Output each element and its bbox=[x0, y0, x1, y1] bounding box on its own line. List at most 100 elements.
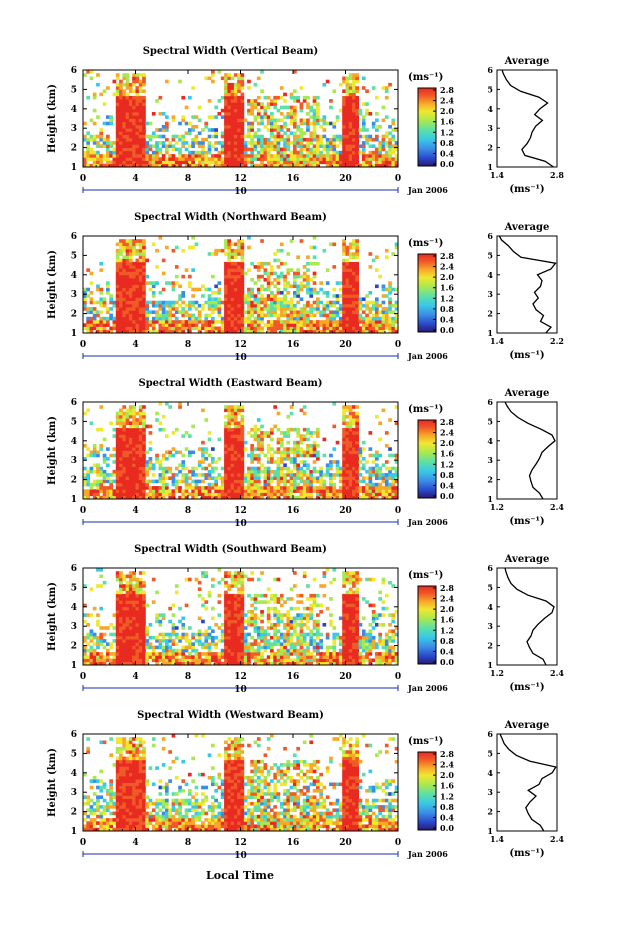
heatmap-cell bbox=[286, 304, 290, 308]
heatmap-cell bbox=[145, 154, 149, 158]
heatmap-cell bbox=[244, 476, 248, 480]
heatmap-cell bbox=[155, 454, 159, 458]
heatmap-cell bbox=[113, 493, 117, 497]
heatmap-cell bbox=[122, 623, 126, 627]
heatmap-cell bbox=[113, 470, 117, 474]
heatmap-cell bbox=[342, 301, 346, 305]
heatmap-cell bbox=[283, 314, 287, 318]
heatmap-cell bbox=[201, 304, 205, 308]
heatmap-cell bbox=[113, 151, 117, 155]
heatmap-cell bbox=[99, 291, 103, 295]
heatmap-cell bbox=[116, 243, 120, 247]
heatmap-cell bbox=[234, 454, 238, 458]
heatmap-cell bbox=[139, 434, 143, 438]
y-tick-label: 2 bbox=[71, 144, 77, 154]
heatmap-cell bbox=[119, 483, 123, 487]
heatmap-cell bbox=[152, 243, 156, 247]
heatmap-cell bbox=[391, 473, 395, 477]
heatmap-cell bbox=[257, 438, 261, 442]
heatmap-cell bbox=[139, 480, 143, 484]
heatmap-cell bbox=[126, 444, 130, 448]
heatmap-cell bbox=[355, 148, 359, 152]
heatmap-cell bbox=[142, 102, 146, 106]
heatmap-cell bbox=[126, 486, 130, 490]
heatmap-cell bbox=[267, 275, 271, 279]
heatmap-cell bbox=[126, 93, 130, 97]
heatmap-cell bbox=[342, 460, 346, 464]
heatmap-cell bbox=[234, 441, 238, 445]
heatmap-cell bbox=[349, 470, 353, 474]
heatmap-cell bbox=[132, 141, 136, 145]
heatmap-cell bbox=[342, 412, 346, 416]
heatmap-cell bbox=[211, 327, 215, 331]
heatmap-cell bbox=[178, 451, 182, 455]
heatmap-cell bbox=[129, 83, 133, 87]
heatmap-cell bbox=[241, 418, 245, 422]
heatmap-cell bbox=[86, 327, 90, 331]
heatmap-cell bbox=[227, 288, 231, 292]
heatmap-cell bbox=[283, 262, 287, 266]
heatmap-cell bbox=[388, 161, 392, 165]
heatmap-cell bbox=[129, 457, 133, 461]
heatmap-cell bbox=[332, 138, 336, 142]
heatmap-cell bbox=[362, 317, 366, 321]
heatmap-cell bbox=[342, 278, 346, 282]
heatmap-cell bbox=[391, 483, 395, 487]
heatmap-cell bbox=[204, 314, 208, 318]
heatmap-cell bbox=[126, 463, 130, 467]
heatmap-cell bbox=[132, 418, 136, 422]
heatmap-cell bbox=[362, 297, 366, 301]
heatmap-cell bbox=[231, 93, 235, 97]
heatmap-cell bbox=[132, 610, 136, 614]
heatmap-cell bbox=[119, 148, 123, 152]
heatmap-cell bbox=[139, 255, 143, 259]
heatmap-cell bbox=[149, 467, 153, 471]
heatmap-cell bbox=[136, 470, 140, 474]
heatmap-cell bbox=[113, 613, 117, 617]
heatmap-cell bbox=[277, 157, 281, 161]
heatmap-cell bbox=[352, 412, 356, 416]
heatmap-cell bbox=[129, 320, 133, 324]
heatmap-cell bbox=[273, 278, 277, 282]
heatmap-cell bbox=[142, 265, 146, 269]
heatmap-cell bbox=[109, 327, 113, 331]
heatmap-cell bbox=[280, 291, 284, 295]
colorbar-tick-label: 0.0 bbox=[440, 491, 454, 501]
heatmap-cell bbox=[129, 262, 133, 266]
heatmap-cell bbox=[290, 268, 294, 272]
heatmap-cell bbox=[355, 463, 359, 467]
heatmap-cell bbox=[359, 301, 363, 305]
heatmap-cell bbox=[260, 301, 264, 305]
heatmap-cell bbox=[159, 301, 163, 305]
heatmap-cell bbox=[231, 463, 235, 467]
heatmap-cell bbox=[93, 161, 97, 165]
heatmap-cell bbox=[257, 457, 261, 461]
heatmap-cell bbox=[234, 131, 238, 135]
heatmap-cell bbox=[273, 327, 277, 331]
heatmap-cell bbox=[346, 493, 350, 497]
heatmap-cell bbox=[339, 473, 343, 477]
heatmap-cell bbox=[336, 119, 340, 123]
heatmap-cell bbox=[342, 112, 346, 116]
heatmap-cell bbox=[280, 125, 284, 129]
heatmap-cell bbox=[293, 278, 297, 282]
heatmap-cell bbox=[126, 476, 130, 480]
heatmap-cell bbox=[168, 405, 172, 409]
heatmap-cell bbox=[129, 597, 133, 601]
heatmap-cell bbox=[86, 489, 90, 493]
heatmap-cell bbox=[342, 431, 346, 435]
heatmap-cell bbox=[247, 297, 251, 301]
heatmap-cell bbox=[260, 265, 264, 269]
heatmap-cell bbox=[191, 151, 195, 155]
heatmap-cell bbox=[113, 655, 117, 659]
heatmap-cell bbox=[119, 317, 123, 321]
heatmap-cell bbox=[142, 99, 146, 103]
heatmap-cell bbox=[237, 157, 241, 161]
heatmap-cell bbox=[162, 480, 166, 484]
heatmap-cell bbox=[93, 320, 97, 324]
heatmap-cell bbox=[355, 428, 359, 432]
heatmap-cell bbox=[375, 473, 379, 477]
heatmap-cell bbox=[277, 467, 281, 471]
heatmap-cell bbox=[126, 451, 130, 455]
heatmap-cell bbox=[139, 259, 143, 263]
